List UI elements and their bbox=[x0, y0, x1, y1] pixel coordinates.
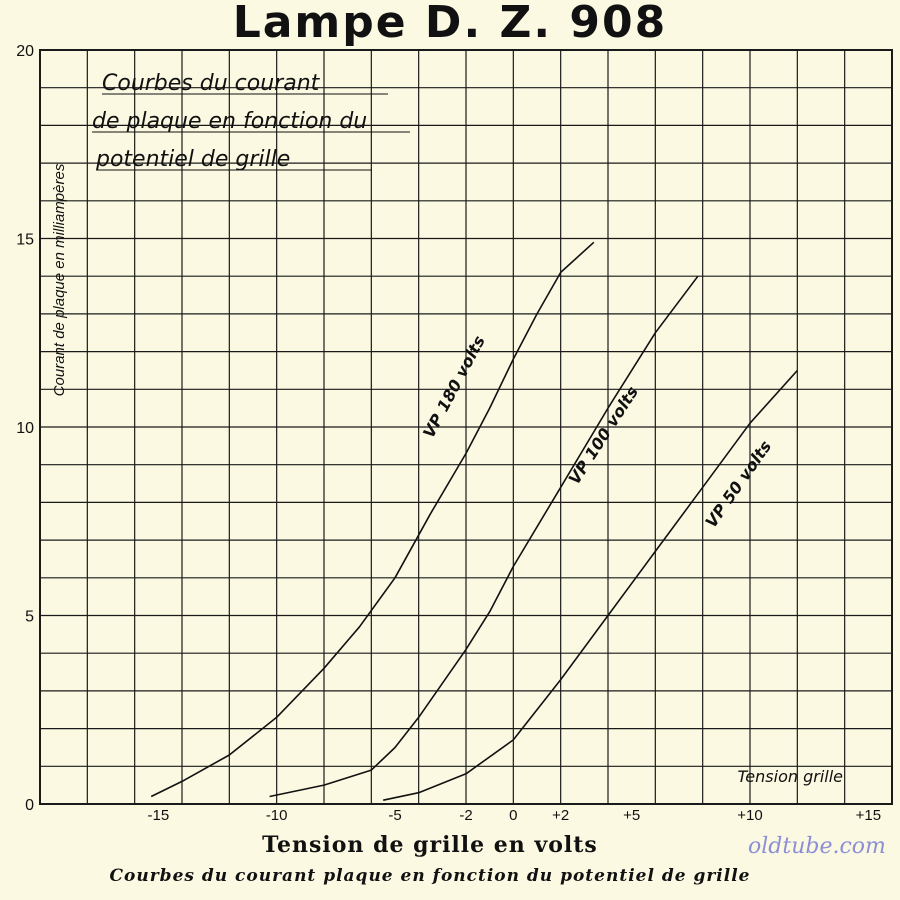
annotation-line: Courbes du courant bbox=[102, 71, 321, 96]
x-tick-label: -10 bbox=[266, 807, 288, 824]
grid-layer bbox=[39, 49, 893, 805]
y-axis-label: Courant de plaque en milliampères bbox=[51, 163, 68, 396]
series-line bbox=[269, 275, 699, 798]
curve-layer bbox=[150, 241, 798, 801]
series-label: VP 180 volts bbox=[419, 332, 489, 440]
annotation-line: de plaque en fonction du bbox=[92, 109, 367, 134]
series-line bbox=[150, 241, 595, 798]
series-label: VP 100 volts bbox=[565, 383, 642, 488]
x-tick-label: +2 bbox=[552, 807, 569, 824]
x-axis-label-inside: Tension grille bbox=[738, 767, 844, 786]
y-tick-label: 15 bbox=[16, 232, 34, 249]
x-tick-label: -5 bbox=[388, 807, 401, 824]
x-tick-label: +15 bbox=[856, 807, 881, 824]
x-tick-label: 0 bbox=[509, 807, 517, 824]
y-tick-label: 10 bbox=[16, 420, 34, 437]
x-tick-label: -2 bbox=[459, 807, 472, 824]
y-tick-label: 5 bbox=[25, 609, 34, 626]
chart-title: Lampe D. Z. 908 bbox=[232, 0, 668, 48]
x-axis-label: Tension de grille en volts bbox=[262, 832, 598, 858]
watermark: oldtube.com bbox=[748, 834, 886, 859]
x-tick-label: +10 bbox=[737, 807, 762, 824]
y-tick-label: 0 bbox=[25, 797, 34, 814]
annotation-line: potentiel de grille bbox=[95, 147, 290, 172]
text-layer: VP 180 volts VP 100 volts VP 50 volts -15 -1… bbox=[16, 43, 881, 824]
x-tick-label: +5 bbox=[623, 807, 640, 824]
caption: Courbes du courant plaque en fonction du… bbox=[109, 866, 751, 886]
series-label: VP 50 volts bbox=[701, 437, 775, 531]
x-tick-label: -15 bbox=[147, 807, 169, 824]
series-line bbox=[383, 369, 798, 801]
y-tick-label: 20 bbox=[16, 43, 34, 60]
plot-frame bbox=[39, 49, 893, 805]
